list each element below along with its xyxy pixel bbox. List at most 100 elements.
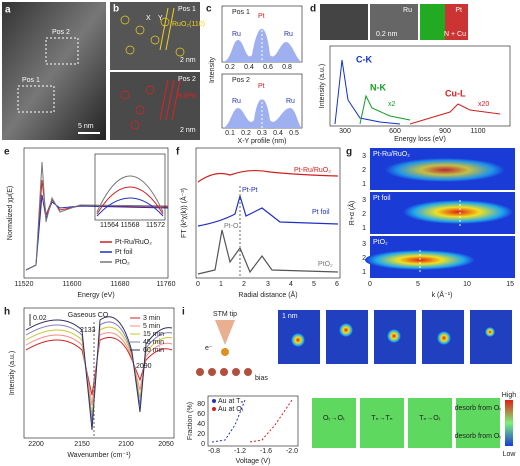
pos-label: Pos 1	[22, 77, 40, 84]
legend: 5 min	[143, 323, 160, 330]
y-ticks: 1	[362, 181, 366, 188]
x-tick-label: 11760	[157, 281, 176, 288]
lattice-lines	[171, 79, 181, 121]
substrate	[232, 368, 240, 376]
x-axis-label: Radial distance (Å)	[238, 290, 297, 299]
x-tick-label: 300	[339, 128, 351, 135]
panel-label: g	[346, 147, 352, 158]
map-label: PtO₂	[373, 239, 388, 246]
lattice-lines	[159, 7, 169, 51]
axis-x: X	[146, 15, 151, 22]
stm-images	[485, 327, 495, 337]
pos-label: Pos 1	[178, 6, 196, 13]
note: Tₙ→Oₜ	[419, 415, 441, 422]
ir-curve	[25, 337, 173, 396]
x-tick-label: 5	[312, 281, 316, 288]
legend-label: PtO₂	[115, 259, 130, 266]
x-ticks: -2.0	[286, 448, 298, 455]
atom-markers	[120, 15, 130, 25]
y-ticks: 2	[362, 255, 366, 262]
x-tick-label: 0.8	[282, 64, 292, 71]
ft-curve	[197, 193, 339, 227]
atom-markers	[150, 35, 160, 45]
annotation: Gaseous CO	[68, 312, 109, 319]
note: desorb from Oₜ	[455, 405, 502, 412]
edge-label: Cu-L	[445, 88, 466, 98]
colorbar-label: Low	[503, 451, 517, 458]
inset-curve	[96, 186, 164, 215]
y-ticks: 80	[197, 401, 205, 408]
x-tick-label: 3	[266, 281, 270, 288]
plot-frame	[329, 45, 511, 127]
scale-label: 0.2 nm	[376, 31, 398, 38]
legend: 45 min	[143, 339, 164, 346]
scale-label: 5 nm	[78, 123, 94, 130]
ir-curve	[25, 316, 173, 431]
y-axis-label: Intensity (a.u.)	[319, 64, 326, 108]
plot-label: Pos 2	[232, 77, 250, 84]
y-axis-label: Normalized χμ(E)	[7, 186, 14, 240]
fraction-curve	[211, 399, 246, 443]
lattice-lines	[159, 79, 181, 121]
curve-label: Pt-Ru/RuO₂	[294, 167, 331, 174]
panel-label: b	[113, 4, 119, 15]
x-tick-label: 5	[416, 281, 420, 288]
difference-images	[456, 398, 500, 448]
note: Tₙ→Tₙ	[371, 415, 392, 422]
x-tick-label: 2050	[158, 441, 174, 448]
spectrum	[334, 59, 401, 125]
ft-curve	[197, 229, 339, 275]
x-tick-label: 11600	[63, 281, 82, 288]
panel-label: a	[5, 5, 11, 16]
wavelet-maps	[403, 200, 513, 224]
x-tick-label: 1	[219, 281, 223, 288]
substrate	[244, 368, 252, 376]
plot-frame	[207, 395, 299, 447]
legend-label: Pt-Ru/RuO₂	[115, 239, 152, 246]
profile	[222, 99, 302, 128]
y-ticks: 3	[362, 197, 366, 204]
substrate	[196, 368, 204, 376]
scale-label: 1 nm	[282, 313, 298, 320]
difference-images	[312, 398, 356, 448]
peak-label: Ru	[286, 98, 295, 105]
legend: 3 min	[143, 315, 160, 322]
scale-label: 2 nm	[180, 127, 196, 134]
haadf-image	[320, 4, 368, 40]
x-tick-label: 2	[242, 281, 246, 288]
panel-label: i	[182, 307, 185, 318]
spectrum	[25, 161, 169, 271]
x-tick-label: 11564	[100, 222, 119, 229]
x-tick-label: 11568	[121, 222, 140, 229]
multiplier: x2	[388, 101, 396, 108]
y-axis-label: FT (k²χ(k)) (Å⁻³)	[179, 188, 188, 238]
x-tick-label: 2150	[74, 441, 90, 448]
x-tick-label: 15	[506, 281, 514, 288]
x-tick-label: 0	[196, 281, 200, 288]
x-ticks: -1.2	[234, 448, 246, 455]
legend: 15 min	[143, 331, 164, 338]
wavelet-maps	[385, 158, 505, 182]
plot-frame	[195, 147, 341, 279]
legend-swatch	[212, 399, 216, 403]
panel-label: c	[206, 4, 212, 15]
peak-label: Ru	[284, 31, 293, 38]
lattice-lines	[159, 79, 169, 121]
x-axis-label: Energy (eV)	[77, 292, 114, 299]
map-label: Pt	[455, 7, 462, 14]
x-tick-label: 0.1	[225, 130, 235, 137]
y-axis-label: Fraction (%)	[187, 402, 194, 440]
x-tick-label: 0.4	[244, 64, 254, 71]
plane-label: RuO₂(110)	[172, 21, 205, 28]
y-ticks: 2	[362, 167, 366, 174]
pos-box	[45, 37, 79, 65]
legend: 60 min	[143, 347, 164, 354]
peak-label: Pt	[258, 83, 265, 90]
difference-images	[312, 398, 500, 448]
colorbar-label: High	[502, 392, 517, 399]
lattice-lines	[165, 79, 175, 121]
x-tick-label: 6	[335, 281, 339, 288]
atom-markers	[120, 85, 155, 130]
peak-label: 2133	[80, 327, 96, 334]
